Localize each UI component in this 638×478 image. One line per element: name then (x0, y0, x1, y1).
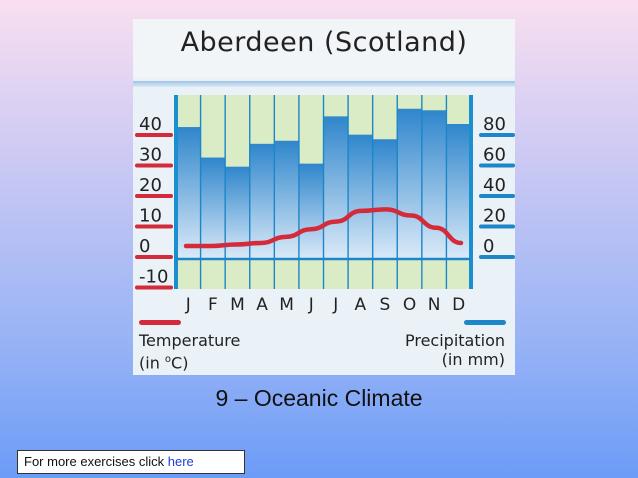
temperature-line (183, 207, 464, 249)
slide-caption: 9 – Oceanic Climate (215, 385, 423, 411)
chart-title: Aberdeen (Scotland) (180, 27, 468, 58)
precipitation-bar (274, 140, 299, 259)
precipitation-legend-label: Precipitation (in mm) (405, 331, 505, 369)
month-label: J (185, 295, 191, 315)
title-separator (133, 81, 515, 87)
precipitation-bar (421, 110, 447, 260)
left-tick-mark (135, 224, 173, 229)
temperature-legend-line1: Temperature (139, 331, 241, 350)
month-label: A (256, 295, 268, 315)
right-tick-mark (479, 163, 515, 168)
title-band (133, 19, 515, 77)
right-tick-mark (479, 194, 515, 198)
left-tick-label: 20 (139, 175, 162, 196)
right-tick-mark (479, 133, 515, 137)
precipitation-bar (397, 108, 422, 259)
precipitation-legend-line1: Precipitation (404, 331, 505, 350)
precipitation-legend-line2: (in mm) (441, 350, 505, 369)
left-tick-label: 0 (139, 236, 150, 257)
temperature-legend-line2: (in oC) (139, 353, 189, 373)
temperature-legend-label: Temperature (in oC) (139, 331, 240, 372)
right-tick-mark (479, 255, 515, 259)
footer-box: For more exercises click here (17, 450, 245, 474)
month-label: F (208, 295, 218, 315)
right-tick-label: 60 (483, 145, 506, 166)
left-tick-mark (135, 133, 173, 137)
right-tick-label: 0 (483, 236, 494, 257)
month-label: J (332, 295, 338, 315)
month-label: J (308, 295, 314, 315)
month-label: M (230, 295, 245, 315)
precipitation-bar (200, 157, 226, 259)
month-label: S (380, 295, 391, 315)
left-tick-label: -10 (139, 267, 168, 288)
left-tick-label: 10 (139, 206, 162, 227)
month-label: O (403, 295, 416, 315)
precipitation-bar (298, 163, 324, 259)
left-tick-label: 30 (139, 145, 162, 166)
left-tick-label: 40 (139, 114, 162, 135)
precipitation-legend-swatch (464, 320, 506, 325)
precipitation-bar (372, 139, 398, 259)
here-link[interactable]: here (167, 454, 194, 469)
month-label: D (452, 295, 465, 315)
chart-panel: Aberdeen (Scotland) 40 30 20 10 0 -10 80 60 40 20… (133, 19, 515, 375)
right-tick-mark (479, 224, 515, 229)
precipitation-bar (348, 134, 373, 259)
left-tick-mark (135, 285, 173, 290)
precipitation-bar (176, 127, 201, 259)
precipitation-bar (323, 116, 349, 259)
right-tick-label: 80 (483, 114, 506, 135)
month-label: M (279, 295, 294, 315)
footer-text: For more exercises click (24, 454, 165, 469)
month-label: N (428, 295, 441, 315)
left-tick-mark (135, 194, 173, 198)
right-tick-label: 20 (483, 206, 506, 227)
right-tick-label: 40 (483, 175, 506, 196)
left-tick-mark (135, 255, 173, 259)
month-label: A (355, 295, 367, 315)
temperature-legend-swatch (139, 320, 181, 325)
left-tick-mark (135, 163, 173, 168)
